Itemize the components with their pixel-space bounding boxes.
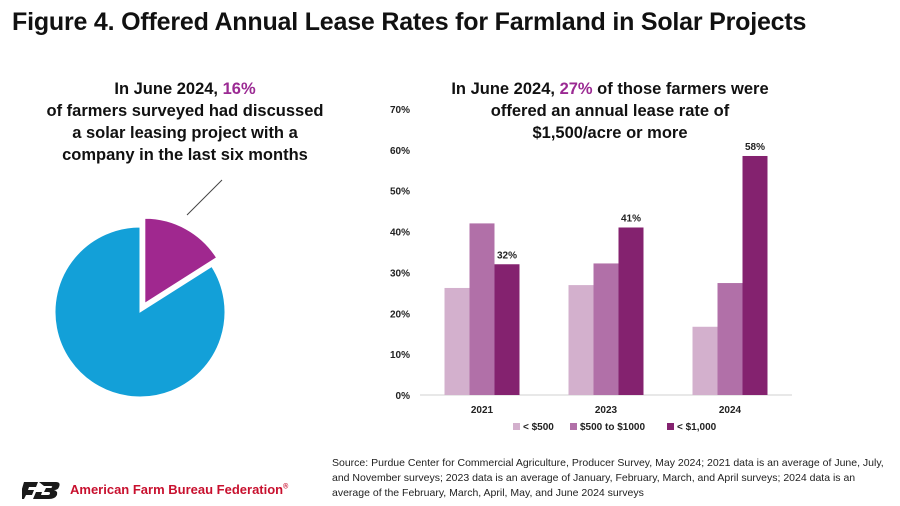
bar-caption: In June 2024, 27% of those farmers were … (445, 78, 775, 144)
legend-swatch-2 (667, 423, 674, 430)
pie-caption-post: of farmers surveyed had discussed a sola… (46, 102, 324, 164)
y-tick-label: 50% (390, 187, 410, 198)
legend-swatch-1 (570, 423, 577, 430)
legend-label-0: < $500 (523, 422, 554, 433)
x-tick-label: 2021 (471, 405, 494, 416)
y-tick-label: 20% (390, 309, 410, 320)
bar-2021-0 (444, 287, 470, 395)
legend-label-1: $500 to $1000 (580, 422, 645, 433)
bar-2021-1 (469, 223, 495, 395)
pie-chart (54, 179, 226, 398)
organization-name: American Farm Bureau Federation® (70, 482, 288, 497)
bar-chart: 0% 10% 20% 30% 40% 50% 60% 70% 2021 2023 2024 32% 4… (390, 105, 792, 433)
bar-axis: 0% 10% 20% 30% 40% 50% 60% 70% 2021 2023 2024 (390, 105, 792, 416)
pie-caption: In June 2024, 16% of farmers surveyed ha… (40, 78, 330, 166)
bar-2024-1 (717, 283, 743, 395)
data-label: 41% (621, 213, 641, 224)
bar-2021-2 (494, 264, 520, 395)
y-tick-label: 0% (396, 391, 411, 402)
bar-caption-post: of those farmers were offered an annual … (490, 80, 769, 142)
pie-slice-1 (54, 226, 226, 398)
pie-callout-line (186, 179, 223, 216)
source-note: Source: Purdue Center for Commercial Agr… (332, 457, 884, 499)
bar-2023-1 (593, 263, 619, 395)
bar-caption-highlight: 27% (559, 80, 593, 98)
y-tick-label: 30% (390, 268, 410, 279)
bar-bars: 32% 41% 58% (444, 142, 768, 395)
y-tick-label: 40% (390, 228, 410, 239)
registered-mark: ® (283, 483, 289, 491)
bar-2024-0 (692, 326, 718, 395)
afbf-logo-icon (22, 482, 60, 499)
legend-label-2: < $1,000 (677, 422, 717, 433)
y-tick-label: 70% (390, 105, 410, 116)
organization-name-text: American Farm Bureau Federation (70, 482, 284, 497)
pie-caption-highlight: 16% (222, 80, 256, 98)
bar-legend: < $500 $500 to $1000 < $1,000 (513, 422, 717, 433)
pie-slices (54, 217, 226, 398)
x-tick-label: 2024 (719, 405, 742, 416)
bar-2024-2 (742, 155, 768, 395)
x-tick-label: 2023 (595, 405, 618, 416)
y-tick-label: 10% (390, 350, 410, 361)
data-label: 58% (745, 142, 765, 153)
figure-title: Figure 4. Offered Annual Lease Rates for… (12, 8, 807, 36)
bar-caption-pre: In June 2024, (451, 80, 560, 98)
pie-slice-0 (144, 217, 218, 305)
pie-caption-pre: In June 2024, (114, 80, 223, 98)
legend-swatch-0 (513, 423, 520, 430)
y-tick-label: 60% (390, 146, 410, 157)
bar-2023-2 (618, 227, 644, 395)
bar-2023-0 (568, 285, 594, 395)
data-label: 32% (497, 250, 517, 261)
